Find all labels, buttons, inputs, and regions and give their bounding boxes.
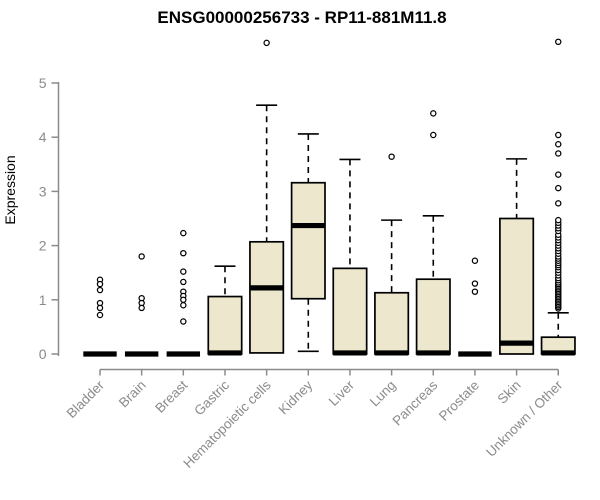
x-tick-label-unknown-other: Unknown / Other bbox=[483, 377, 566, 460]
outlier-point-unknown-other bbox=[555, 171, 562, 178]
boxplot-kidney bbox=[290, 133, 326, 353]
x-tick-label-prostate: Prostate bbox=[436, 378, 482, 424]
boxplot-hematopoietic-cells bbox=[249, 39, 285, 354]
outlier-point-bladder bbox=[96, 304, 104, 312]
box-liver bbox=[332, 267, 368, 355]
box-gastric bbox=[207, 295, 243, 355]
boxplot-lung bbox=[374, 153, 410, 356]
boxplot-pancreas bbox=[415, 110, 451, 356]
x-tick-label-skin: Skin bbox=[495, 378, 524, 407]
y-tick-label: 3 bbox=[39, 183, 47, 199]
outlier-point-pancreas bbox=[430, 110, 437, 117]
x-tick-label-brain: Brain bbox=[116, 378, 149, 411]
boxplot-bladder bbox=[83, 276, 117, 357]
x-tick-label-bladder: Bladder bbox=[64, 377, 108, 421]
box-lung bbox=[374, 291, 410, 355]
outlier-point-unknown-other bbox=[555, 131, 562, 139]
box-skin bbox=[499, 217, 535, 355]
chart-title: ENSG00000256733 - RP11-881M11.8 bbox=[157, 8, 446, 27]
x-tick-label-gastric: Gastric bbox=[191, 377, 232, 418]
outlier-point-breast bbox=[180, 301, 187, 309]
outlier-point-breast bbox=[180, 318, 187, 325]
boxplot-liver bbox=[332, 158, 368, 356]
outlier-point-prostate bbox=[471, 280, 479, 287]
outlier-point-unknown-other bbox=[555, 216, 562, 224]
outlier-point-bladder bbox=[96, 286, 104, 294]
outlier-point-unknown-other bbox=[555, 141, 562, 148]
outlier-point-bladder bbox=[96, 311, 104, 319]
outlier-point-unknown-other bbox=[555, 184, 562, 192]
x-tick-label-lung: Lung bbox=[367, 378, 399, 410]
boxes-group bbox=[83, 38, 576, 357]
x-tick-label-kidney: Kidney bbox=[276, 377, 316, 417]
box-hematopoietic-cells bbox=[249, 240, 285, 354]
x-tick-label-breast: Breast bbox=[152, 377, 190, 415]
outlier-point-breast bbox=[180, 296, 187, 304]
outlier-point-prostate bbox=[471, 288, 479, 295]
outlier-point-lung bbox=[388, 153, 395, 160]
outlier-point-brain bbox=[138, 253, 145, 260]
outlier-point-breast bbox=[180, 268, 187, 275]
boxplot-gastric bbox=[207, 265, 243, 356]
outlier-point-breast bbox=[180, 249, 187, 257]
outlier-point-unknown-other bbox=[555, 38, 562, 46]
y-tick-label: 0 bbox=[39, 346, 47, 362]
boxplot-unknown-other bbox=[540, 38, 576, 356]
y-tick-label: 5 bbox=[39, 75, 47, 91]
outlier-point-pancreas bbox=[430, 131, 437, 139]
outlier-point-breast bbox=[180, 229, 187, 237]
outlier-point-hematopoietic-cells bbox=[263, 39, 270, 47]
boxplot-brain bbox=[124, 253, 159, 357]
outlier-point-brain bbox=[138, 304, 145, 312]
y-tick-label: 1 bbox=[39, 292, 47, 308]
y-tick-label: 4 bbox=[39, 129, 47, 145]
outlier-point-unknown-other bbox=[555, 200, 562, 207]
outlier-point-prostate bbox=[471, 257, 479, 265]
y-tick-label: 2 bbox=[39, 238, 47, 254]
outlier-point-unknown-other bbox=[555, 150, 562, 157]
y-axis-label: Expression bbox=[2, 155, 18, 224]
box-kidney bbox=[290, 181, 326, 300]
boxplot-breast bbox=[166, 229, 201, 357]
x-tick-label-liver: Liver bbox=[326, 377, 358, 409]
outlier-point-breast bbox=[180, 278, 187, 286]
outlier-point-bladder bbox=[96, 280, 104, 288]
boxplot-prostate bbox=[458, 257, 492, 357]
box-pancreas bbox=[415, 278, 451, 355]
boxplot-skin bbox=[499, 158, 535, 355]
x-tick-label-pancreas: Pancreas bbox=[389, 377, 440, 428]
